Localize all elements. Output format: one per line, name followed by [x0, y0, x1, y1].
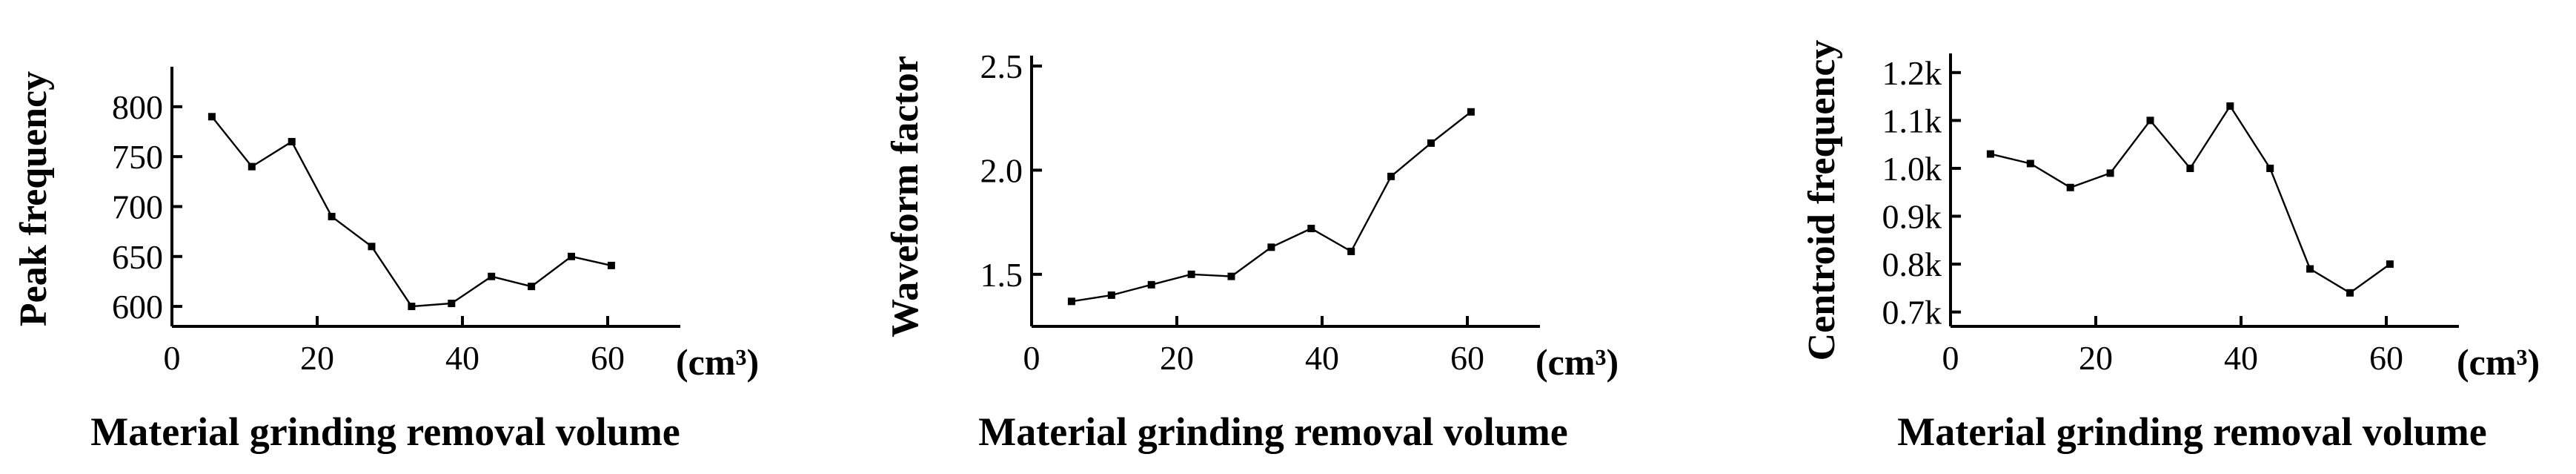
data-point: [2186, 164, 2194, 172]
data-point: [1227, 272, 1235, 280]
data-point: [1467, 108, 1475, 116]
y-ticks: 600 650 700 750 800: [112, 88, 182, 326]
y-tick-label: 600: [112, 288, 163, 326]
data-point: [1107, 291, 1115, 299]
data-point: [1147, 280, 1155, 289]
panel-waveform-factor: 1.52.02.5 0 20 40 60 Waveform factor (cm³) …: [884, 47, 1619, 454]
x-ticks: 0 20 40 60: [1023, 316, 1484, 377]
data-point: [448, 300, 456, 308]
data-point: [568, 252, 575, 260]
data-point: [2106, 169, 2114, 177]
x-axis-unit: (cm³): [1536, 341, 1619, 383]
data-point: [1187, 270, 1195, 278]
x-tick-label: 40: [445, 339, 479, 377]
x-tick-label: 40: [2224, 339, 2258, 377]
x-axis-label: Material grinding removal volume: [90, 409, 680, 454]
data-point: [2346, 289, 2354, 297]
x-axis-label: Material grinding removal volume: [1897, 409, 2486, 454]
x-tick-label: 60: [591, 339, 625, 377]
x-tick-label: 60: [1450, 339, 1484, 377]
data-point: [288, 137, 296, 145]
y-ticks: 1.5 2.0 2.5: [980, 47, 1042, 294]
x-tick-label: 0: [1023, 339, 1040, 377]
data-point: [1427, 139, 1435, 147]
data-point: [368, 243, 376, 251]
data-point: [1986, 150, 1994, 158]
series-line: [1071, 111, 1472, 303]
y-ticks: 0.7k 0.8k 0.9k 1.0k 1.1k 1.2k: [1882, 54, 1961, 332]
y-axis-label: Centroid frequency: [1801, 40, 1843, 361]
data-point: [1267, 243, 1275, 251]
data-point: [2306, 265, 2314, 273]
data-point: [2026, 159, 2034, 168]
x-tick-label: 40: [1305, 339, 1339, 377]
x-tick-label: 0: [164, 339, 181, 377]
panel-peak-frequency: 600 650 700 750 800 0 20 40 60 Peak frequency (…: [13, 67, 759, 454]
y-tick-label: 700: [112, 188, 163, 226]
data-point: [2266, 164, 2274, 172]
y-tick-label: 1.2k: [1882, 54, 1942, 92]
data-point: [1067, 297, 1075, 306]
y-tick-label: 1.5: [980, 256, 1023, 294]
y-axis-label: Waveform factor: [884, 56, 926, 338]
x-axis-label: Material grinding removal volume: [978, 409, 1567, 454]
data-point: [2226, 102, 2234, 111]
y-tick-label: 650: [112, 238, 163, 276]
data-point: [248, 162, 256, 171]
data-point: [528, 283, 536, 291]
data-point: [208, 113, 216, 121]
y-tick-label: 2.0: [980, 151, 1023, 189]
y-tick-label: 0.7k: [1882, 294, 1942, 332]
series: [208, 113, 615, 311]
data-point: [2066, 183, 2074, 191]
y-tick-label: 750: [112, 138, 163, 176]
data-point: [1307, 225, 1315, 233]
x-tick-label: 60: [2369, 339, 2403, 377]
x-tick-label: 0: [1942, 339, 1959, 377]
x-ticks: 0 20 40 60: [164, 316, 625, 377]
series-line: [1990, 104, 2391, 294]
series-line: [210, 116, 612, 308]
x-tick-label: 20: [1160, 339, 1194, 377]
y-tick-label: 800: [112, 88, 163, 126]
y-tick-label: 0.9k: [1882, 198, 1942, 236]
x-tick-label: 20: [2079, 339, 2113, 377]
data-point: [488, 272, 496, 280]
data-point: [328, 212, 336, 220]
panel-centroid-frequency: 0.7k 0.8k 0.9k 1.0k 1.1k 1.2k 0 20 40 60 Centroi…: [1801, 40, 2540, 454]
x-tick-label: 20: [300, 339, 334, 377]
data-point: [2146, 116, 2154, 125]
y-tick-label: 1.0k: [1882, 150, 1942, 188]
series: [1067, 108, 1475, 306]
data-point: [1387, 172, 1395, 180]
data-point: [607, 261, 615, 269]
y-axis-label: Peak frequency: [13, 71, 55, 326]
series: [1986, 102, 2394, 297]
y-tick-label: 0.8k: [1882, 246, 1942, 283]
data-point: [1347, 247, 1355, 255]
x-axis-unit: (cm³): [2457, 341, 2540, 383]
data-point: [408, 303, 416, 311]
x-ticks: 0 20 40 60: [1942, 316, 2403, 377]
y-tick-label: 1.1k: [1882, 102, 1942, 139]
y-tick-label: 2.5: [980, 47, 1023, 85]
data-point: [2386, 260, 2394, 269]
x-axis-unit: (cm³): [676, 341, 759, 383]
